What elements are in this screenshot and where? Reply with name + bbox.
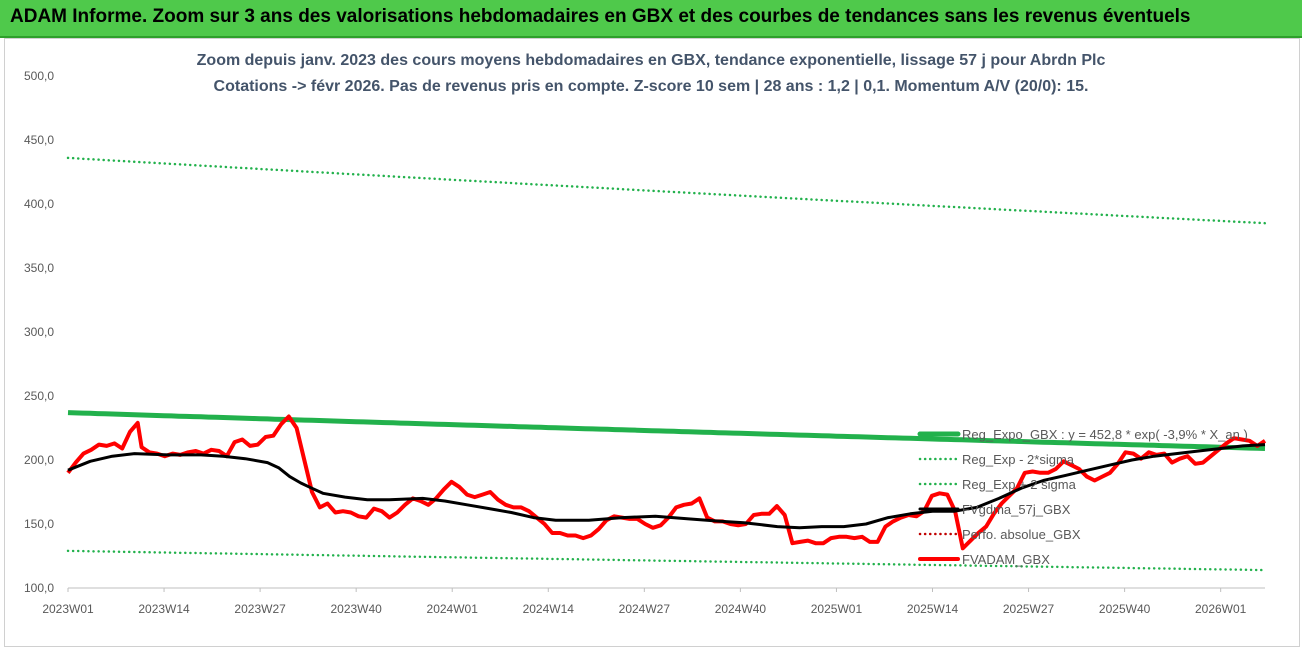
- y-tick-label: 150,0: [24, 517, 54, 531]
- y-tick-label: 400,0: [24, 197, 54, 211]
- lower-sigma-line: [66, 549, 1267, 572]
- x-tick-label: 2025W27: [1003, 602, 1055, 616]
- fvgdma-57j-line: [67, 443, 1266, 530]
- report-title: ADAM Informe. Zoom sur 3 ans des valoris…: [10, 6, 1191, 27]
- y-tick-label: 200,0: [24, 453, 54, 467]
- x-tick-label: 2023W27: [234, 602, 286, 616]
- legend-label: Reg_Expo_GBX : y = 452,8 * exp( -3,9% * …: [962, 427, 1248, 442]
- x-tick-label: 2025W01: [811, 602, 863, 616]
- chart-subtitle: Cotations -> févr 2026. Pas de revenus p…: [213, 78, 1089, 95]
- fvadam-price-line: [66, 414, 1267, 551]
- upper-sigma-line: [66, 156, 1267, 225]
- x-tick-label: 2023W01: [42, 602, 94, 616]
- legend-label: Reg_Exp - 2*sigma: [962, 452, 1075, 467]
- x-tick-label: 2024W01: [427, 602, 479, 616]
- y-tick-label: 100,0: [24, 581, 54, 595]
- x-tick-label: 2024W40: [715, 602, 767, 616]
- legend-label: FVgdma_57j_GBX: [962, 502, 1071, 517]
- x-tick-label: 2023W14: [138, 602, 190, 616]
- y-tick-label: 350,0: [24, 261, 54, 275]
- legend-label: Perfo. absolue_GBX: [962, 527, 1081, 542]
- y-tick-label: 300,0: [24, 325, 54, 339]
- legend-label: Reg_Exp + 2 sigma: [962, 477, 1077, 492]
- y-tick-label: 450,0: [24, 133, 54, 147]
- report-header-bar: ADAM Informe. Zoom sur 3 ans des valoris…: [0, 0, 1302, 38]
- legend-label: FVADAM_GBX: [962, 552, 1050, 567]
- x-tick-label: 2025W14: [907, 602, 959, 616]
- x-tick-label: 2026W01: [1195, 602, 1247, 616]
- y-tick-label: 500,0: [24, 69, 54, 83]
- y-tick-label: 250,0: [24, 389, 54, 403]
- x-tick-label: 2023W40: [330, 602, 382, 616]
- chart-title: Zoom depuis janv. 2023 des cours moyens …: [196, 52, 1106, 69]
- x-tick-label: 2025W40: [1099, 602, 1151, 616]
- x-tick-label: 2024W27: [619, 602, 671, 616]
- x-tick-label: 2024W14: [523, 602, 575, 616]
- exp-regression-line: [67, 410, 1266, 451]
